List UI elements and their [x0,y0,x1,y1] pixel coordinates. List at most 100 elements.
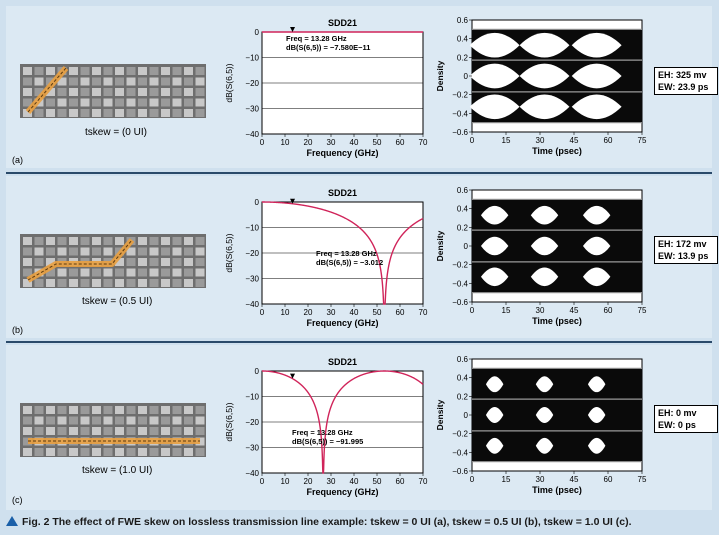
weave-cell [57,279,67,287]
weave-cell [46,448,55,456]
eye-opening [485,407,504,423]
weave-cell [103,427,113,435]
weave-cell [80,268,90,277]
y-tick-label: −40 [245,469,259,478]
weave-cell [69,448,78,456]
weave-cell [57,448,67,456]
weave-cell [92,109,101,117]
weave-cell [172,416,182,425]
weave-cell [138,258,147,266]
eye-opening [519,94,570,120]
y-tick-label: 0.2 [457,392,469,401]
y-tick-label: −0.6 [452,298,468,307]
weave-cell [184,247,193,256]
x-tick-label: 0 [260,138,265,147]
eye-opening [530,267,559,287]
x-tick-label: 70 [419,138,428,147]
figure-caption: Fig. 2 The effect of FWE skew on lossles… [6,516,632,528]
weave-cell [57,247,67,256]
y-axis-label: Density [435,60,445,91]
tskew-label: tskew = (1.0 UI) [82,465,153,476]
x-tick-label: 0 [470,306,475,315]
weave-cell [184,279,193,287]
weave-cell [138,427,147,435]
x-tick-label: 50 [373,138,382,147]
eye-opening [582,205,611,225]
weave-cell [172,406,182,414]
weave-cell [184,98,193,107]
weave-cell [138,448,147,456]
y-tick-label: −0.4 [452,109,468,118]
y-tick-label: −20 [245,249,259,258]
eye-opening [571,63,622,89]
y-tick-label: −30 [245,105,259,114]
weave-cell [46,247,55,256]
weave-cell [92,279,101,287]
weave-cell [126,279,136,287]
weave-cell [23,98,32,107]
weave-cell [23,77,32,86]
y-tick-label: 0 [464,72,469,81]
weave-cell [161,77,170,86]
weave-cell [184,427,193,435]
weave-cell [149,237,159,245]
x-tick-label: 30 [327,308,336,317]
weave-cell [69,416,78,425]
x-tick-label: 75 [638,475,647,484]
weave-cell [138,268,147,277]
weave-cell [57,237,67,245]
eye-opening [530,205,559,225]
weave-cell [161,448,170,456]
eye-height: EH: 325 mv [658,70,707,80]
weave-cell [23,258,32,266]
weave-cell [149,427,159,435]
weave-cell [80,427,90,435]
eye-opening [519,63,570,89]
weave-cell [126,427,136,435]
weave-cell [195,237,205,245]
weave-cell [161,88,170,96]
x-tick-label: 30 [536,306,545,315]
weave-cell [195,406,205,414]
weave-cell [69,88,78,96]
marker-annotation: dB(S(6,5)) = −91.995 [292,437,363,446]
marker-icon [290,373,296,379]
weave-cell [57,109,67,117]
weave-cell [195,258,205,266]
weave-cell [161,98,170,107]
eye-opening [519,32,570,58]
eye-opening [587,407,606,423]
x-tick-label: 75 [638,306,647,315]
y-tick-label: 0 [255,28,260,37]
weave-cell [34,416,44,425]
weave-cell [69,279,78,287]
weave-cell [126,416,136,425]
x-axis-label: Time (psec) [532,146,582,156]
weave-cell [172,448,182,456]
y-tick-label: 0 [464,411,469,420]
weave-cell [115,416,124,425]
weave-cell [126,268,136,277]
weave-cell [23,448,32,456]
eye-opening [485,376,504,393]
weave-cell [46,237,55,245]
weave-cell [184,88,193,96]
weave-cell [138,279,147,287]
weave-cell [138,88,147,96]
weave-cell [103,448,113,456]
weave-cell [149,258,159,266]
weave-cell [69,237,78,245]
eye-opening [582,267,611,287]
weave-cell [34,88,44,96]
x-tick-label: 45 [570,136,579,145]
caption-text: Fig. 2 The effect of FWE skew on lossles… [22,516,632,528]
weave-cell [138,77,147,86]
eye-opening [535,437,554,454]
x-tick-label: 60 [396,477,405,486]
weave-image-c [20,403,206,457]
weave-cell [115,279,124,287]
weave-cell [80,237,90,245]
y-tick-label: 0.6 [457,16,469,25]
weave-cell [103,98,113,107]
